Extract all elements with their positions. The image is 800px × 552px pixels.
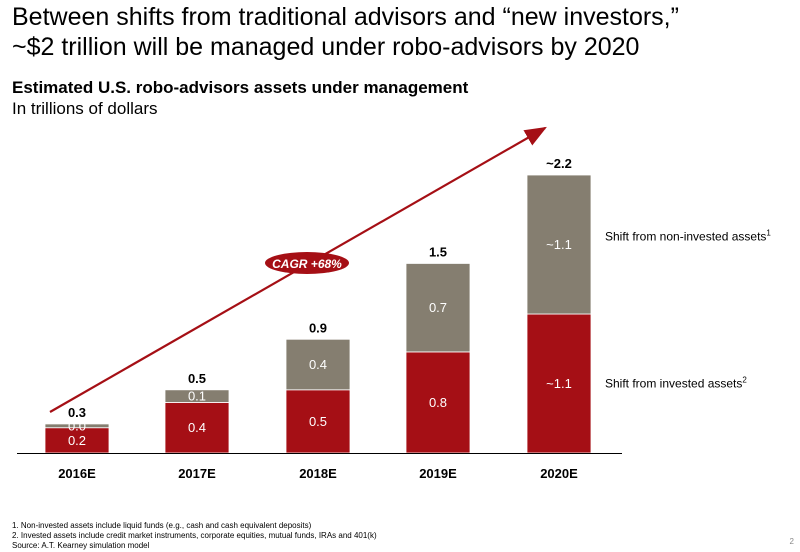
bar-total-label: 0.3 — [68, 405, 86, 420]
bar-value-label: 0.4 — [188, 420, 206, 435]
source-note: Source: A.T. Kearney simulation model — [12, 541, 150, 550]
bar-value-label: 0.5 — [309, 414, 327, 429]
footnotes: 1. Non-invested assets include liquid fu… — [12, 521, 377, 551]
bar-value-label: 0.2 — [68, 433, 86, 448]
bar-segment-2020E-series-2 — [526, 174, 592, 315]
x-tick-label: 2016E — [58, 466, 96, 481]
bar-segment-2018E-series-1 — [285, 389, 351, 454]
footnote-2: 2. Invested assets include credit market… — [12, 531, 377, 540]
bar-total-label: 1.5 — [429, 244, 447, 259]
x-tick-label: 2017E — [178, 466, 216, 481]
headline-line-2: ~$2 trillion will be managed under robo-… — [12, 33, 640, 61]
legend-label-series-1: Shift from invested assets2 — [605, 376, 747, 391]
chart-subtitle: In trillions of dollars — [12, 99, 158, 118]
bar-total-label: 0.9 — [309, 320, 327, 335]
page-number: 2 — [789, 537, 794, 546]
bar-segment-2016E-series-1 — [44, 427, 110, 454]
bar-segment-2016E-series-2 — [44, 423, 110, 429]
footnote-1: 1. Non-invested assets include liquid fu… — [12, 521, 312, 530]
bar-value-label: ~1.1 — [546, 376, 572, 391]
bar-total-label: 0.5 — [188, 371, 206, 386]
bar-value-label: 0.0 — [68, 418, 86, 433]
stacked-bar-chart: 0.20.00.3 2016E 0.4 0.1 0.5 2017E 0.5 0.4 0.9 201… — [17, 126, 771, 481]
bar-total-label: ~2.2 — [546, 156, 572, 171]
bar-value-label: ~1.1 — [546, 237, 572, 252]
legend-label-series-2: Shift from non-invested assets1 — [605, 229, 771, 244]
bar-value-label: 0.1 — [188, 389, 206, 404]
slide-headline: Between shifts from traditional advisors… — [12, 2, 792, 62]
x-tick-label: 2018E — [299, 466, 337, 481]
bar-segment-2019E-series-2 — [405, 263, 471, 353]
bar-segment-2018E-series-2 — [285, 338, 351, 391]
x-tick-label: 2019E — [419, 466, 457, 481]
cagr-callout-label: CAGR +68% — [272, 257, 342, 271]
headline-line-1: Between shifts from traditional advisors… — [12, 3, 679, 31]
bar-value-label: 0.7 — [429, 300, 447, 315]
bar-value-label: 0.8 — [429, 395, 447, 410]
x-tick-label: 2020E — [540, 466, 578, 481]
chart-title: Estimated U.S. robo-advisors assets unde… — [12, 78, 469, 97]
bar-segment-2017E-series-2 — [164, 389, 230, 403]
cagr-callout-bubble — [265, 252, 349, 274]
bar-value-label: 0.4 — [309, 357, 327, 372]
